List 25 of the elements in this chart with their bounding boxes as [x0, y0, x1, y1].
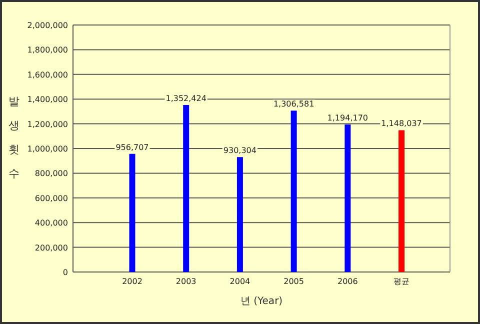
y-tick-label: 800,000: [34, 169, 68, 178]
y-tick-label: 1,200,000: [27, 120, 68, 129]
y-tick-label: 400,000: [34, 218, 68, 228]
data-label: 956,707: [116, 142, 149, 152]
x-tick-label: 2003: [176, 277, 196, 286]
x-tick-label: 2004: [230, 277, 250, 286]
x-tick-label: 평균: [394, 277, 410, 286]
x-tick-label: 2005: [284, 277, 304, 286]
y-tick-label: 600,000: [34, 194, 68, 203]
y-tick-label: 200,000: [34, 243, 68, 252]
y-tick-label: 1,000,000: [27, 144, 68, 154]
y-axis-title: 발생횟수: [8, 95, 20, 180]
x-tick-label: 2006: [337, 277, 358, 286]
data-label: 1,306,581: [273, 100, 314, 109]
y-tick-label: 2,000,000: [27, 21, 68, 30]
x-axis-title: 년 (Year): [240, 296, 283, 307]
y-tick-label: 1,400,000: [27, 95, 68, 104]
x-tick-label: 2002: [122, 277, 142, 286]
data-label: 1,148,037: [381, 119, 422, 128]
data-label: 930,304: [223, 146, 257, 156]
y-tick-label: 0: [62, 268, 68, 277]
y-tick-label: 1,800,000: [27, 46, 68, 55]
y-tick-label: 1,600,000: [27, 70, 68, 80]
data-label: 1,352,424: [166, 94, 206, 103]
data-label: 1,194,170: [327, 114, 368, 123]
